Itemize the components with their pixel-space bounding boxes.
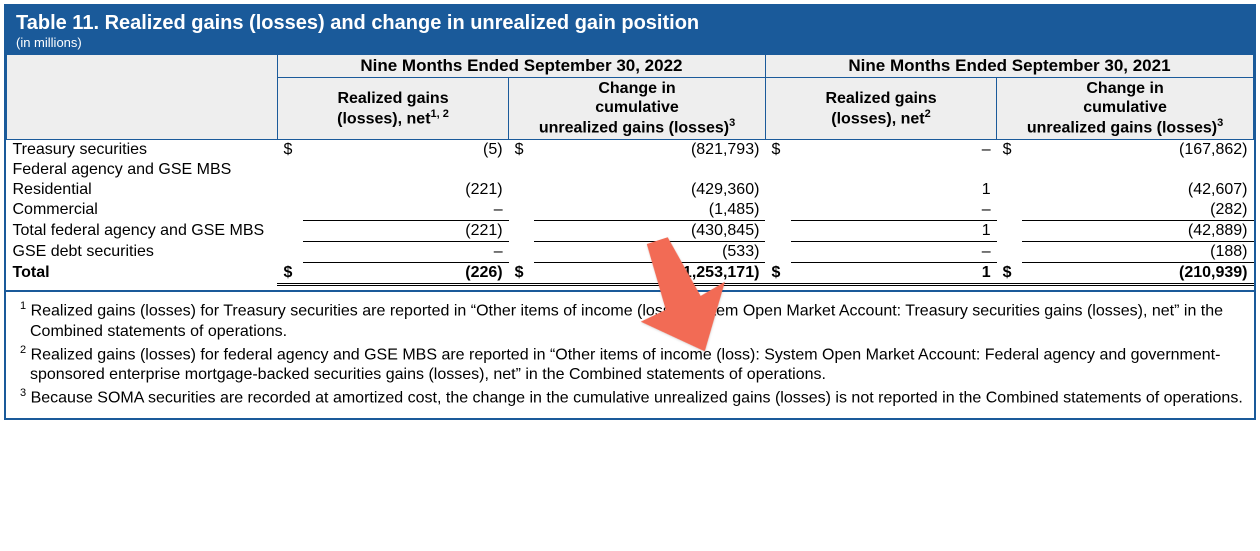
table-subtitle: (in millions) — [16, 35, 1244, 50]
row-label-total: Total — [7, 262, 278, 284]
table-row: Residential (221) (429,360) 1 (42,607) — [7, 180, 1254, 200]
cell-value: (430,845) — [534, 220, 765, 241]
cell-value: (167,862) — [1022, 139, 1253, 160]
cell-value: 1 — [791, 220, 996, 241]
cell-value: (533) — [534, 241, 765, 262]
cell-value: (226) — [303, 262, 508, 284]
footnotes: 1 Realized gains (losses) for Treasury s… — [6, 290, 1254, 418]
cell-value: (221) — [303, 220, 508, 241]
cell-value: – — [791, 241, 996, 262]
footnote-1: 1 Realized gains (losses) for Treasury s… — [16, 300, 1244, 341]
cell-value: – — [303, 200, 508, 221]
col-header-realized-2021: Realized gains(losses), net2 — [765, 78, 996, 140]
cell-value: 1 — [791, 262, 996, 284]
currency-symbol: $ — [509, 139, 535, 160]
footnote-2: 2 Realized gains (losses) for federal ag… — [16, 344, 1244, 385]
row-label-commercial: Commercial — [7, 200, 278, 221]
table-title: Table 11. Realized gains (losses) and ch… — [16, 12, 1244, 35]
cell-value: – — [303, 241, 508, 262]
col-header-change-2021: Change incumulativeunrealized gains (los… — [997, 78, 1254, 140]
blank-header — [7, 55, 278, 140]
cell-value: (282) — [1022, 200, 1253, 221]
currency-symbol: $ — [997, 139, 1023, 160]
cell-value: (1,485) — [534, 200, 765, 221]
table-row: Commercial – (1,485) – (282) — [7, 200, 1254, 221]
cell-value: (5) — [303, 139, 508, 160]
period-header-2022: Nine Months Ended September 30, 2022 — [277, 55, 765, 78]
col-header-change-2022: Change incumulativeunrealized gains (los… — [509, 78, 766, 140]
table-row: Treasury securities $ (5) $ (821,793) $ … — [7, 139, 1254, 160]
table-row: GSE debt securities – (533) – (188) — [7, 241, 1254, 262]
row-label-total-fambs: Total federal agency and GSE MBS — [7, 220, 278, 241]
cell-value: (188) — [1022, 241, 1253, 262]
currency-symbol: $ — [765, 262, 791, 284]
row-label-residential: Residential — [7, 180, 278, 200]
cell-value: (221) — [303, 180, 508, 200]
row-label-gse-debt: GSE debt securities — [7, 241, 278, 262]
cell-value: – — [791, 200, 996, 221]
row-label-fambs: Federal agency and GSE MBS — [7, 160, 278, 180]
title-bar: Table 11. Realized gains (losses) and ch… — [6, 6, 1254, 54]
cell-value: (42,607) — [1022, 180, 1253, 200]
row-label-treasury: Treasury securities — [7, 139, 278, 160]
currency-symbol: $ — [277, 262, 303, 284]
cell-value: (821,793) — [534, 139, 765, 160]
financial-table: Nine Months Ended September 30, 2022 Nin… — [6, 54, 1254, 290]
currency-symbol: $ — [997, 262, 1023, 284]
cell-value: – — [791, 139, 996, 160]
table-container: Table 11. Realized gains (losses) and ch… — [4, 4, 1256, 420]
currency-symbol: $ — [277, 139, 303, 160]
cell-value: (429,360) — [534, 180, 765, 200]
cell-value: (210,939) — [1022, 262, 1253, 284]
currency-symbol: $ — [765, 139, 791, 160]
footnote-3: 3 Because SOMA securities are recorded a… — [16, 387, 1244, 408]
cell-value: 1 — [791, 180, 996, 200]
table-row-total: Total $ (226) $ (1,253,171) $ 1 $ (210,9… — [7, 262, 1254, 284]
cell-value: (1,253,171) — [534, 262, 765, 284]
cell-value: (42,889) — [1022, 220, 1253, 241]
currency-symbol: $ — [509, 262, 535, 284]
period-header-2021: Nine Months Ended September 30, 2021 — [765, 55, 1253, 78]
table-row: Federal agency and GSE MBS — [7, 160, 1254, 180]
table-row: Total federal agency and GSE MBS (221) (… — [7, 220, 1254, 241]
col-header-realized-2022: Realized gains(losses), net1, 2 — [277, 78, 508, 140]
